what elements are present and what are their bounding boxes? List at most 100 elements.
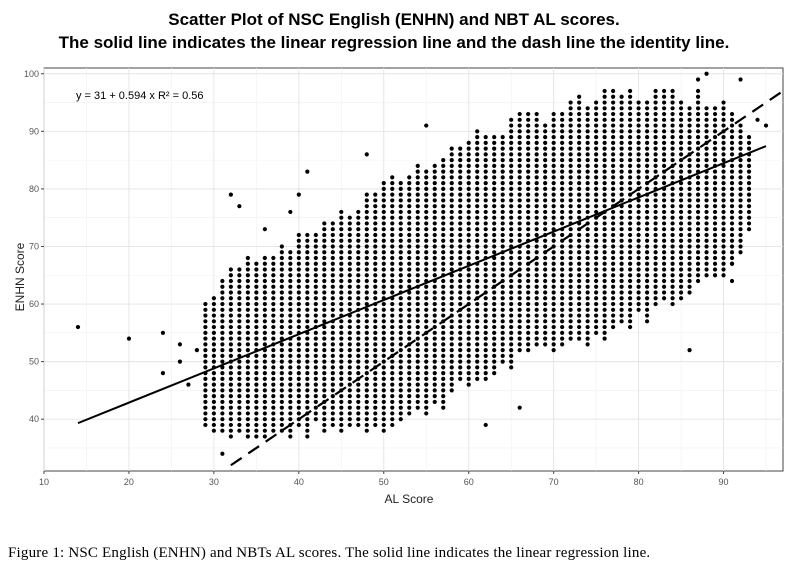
data-point (509, 152, 514, 157)
data-point (398, 405, 403, 410)
data-point (441, 250, 446, 255)
data-point (585, 129, 590, 134)
data-point (432, 376, 437, 381)
data-point (636, 106, 641, 111)
data-point (551, 330, 556, 335)
data-point (611, 152, 616, 157)
data-point (534, 267, 539, 272)
data-point (330, 244, 335, 249)
data-point (381, 192, 386, 197)
data-point (390, 417, 395, 422)
data-point (415, 215, 420, 220)
data-point (364, 330, 369, 335)
data-point (678, 106, 684, 111)
data-point (721, 175, 726, 180)
data-point (398, 348, 403, 353)
data-point (526, 134, 531, 140)
data-point (381, 428, 386, 433)
data-point (492, 296, 497, 301)
data-point (279, 273, 284, 278)
data-point (611, 307, 616, 312)
data-point (594, 100, 599, 105)
data-point (551, 301, 556, 307)
data-point (407, 186, 412, 191)
data-point (678, 232, 684, 238)
data-point (407, 192, 412, 197)
data-point (628, 94, 633, 99)
data-point (729, 117, 735, 122)
data-point (203, 313, 208, 318)
data-point (483, 192, 488, 197)
data-point (407, 313, 412, 318)
data-point (398, 371, 403, 376)
data-point (670, 111, 675, 117)
data-point (738, 238, 743, 243)
data-point (288, 278, 293, 284)
data-point (602, 301, 607, 307)
data-point (381, 278, 386, 284)
data-point (322, 296, 327, 301)
data-point (364, 250, 369, 255)
data-point (577, 100, 582, 105)
data-point (509, 324, 514, 330)
data-point (390, 307, 395, 312)
data-point (568, 324, 573, 330)
data-point (577, 192, 582, 197)
data-point (619, 163, 624, 168)
data-point (568, 140, 573, 145)
data-point (594, 244, 599, 249)
data-point (262, 290, 267, 295)
data-point (560, 301, 565, 307)
data-point (322, 319, 327, 324)
x-tick-label: 10 (39, 477, 49, 487)
data-point (449, 146, 454, 151)
data-point (483, 307, 488, 312)
data-point (653, 192, 658, 197)
data-point (177, 342, 183, 347)
data-point (381, 232, 386, 238)
data-point (458, 296, 463, 301)
data-point (721, 117, 726, 122)
data-point (560, 198, 565, 203)
data-point (432, 336, 437, 341)
data-point (356, 371, 361, 376)
data-point (594, 267, 599, 272)
data-point (687, 250, 692, 255)
data-point (611, 169, 616, 174)
data-point (220, 301, 225, 307)
data-point (424, 359, 429, 364)
data-point (245, 313, 250, 318)
data-point (534, 221, 539, 226)
data-point (492, 158, 497, 163)
data-point (356, 301, 361, 307)
data-point (526, 158, 531, 163)
data-point (678, 134, 684, 140)
data-point (254, 313, 259, 318)
data-point (432, 186, 437, 191)
data-point (279, 290, 284, 295)
data-point (449, 273, 454, 278)
data-point (373, 215, 378, 220)
data-point (594, 261, 599, 266)
data-point (526, 250, 531, 255)
data-point (500, 232, 505, 238)
data-point (288, 301, 293, 307)
data-point (712, 221, 718, 226)
data-point (568, 106, 573, 111)
data-point (619, 244, 624, 249)
data-point (560, 319, 565, 324)
data-point (313, 255, 318, 261)
data-point (551, 342, 556, 347)
data-point (296, 301, 301, 307)
data-point (356, 244, 361, 249)
data-point (500, 192, 505, 197)
data-point (441, 204, 446, 209)
data-point (577, 255, 582, 261)
data-point (390, 336, 395, 341)
data-point (364, 267, 369, 272)
data-point (364, 238, 369, 243)
data-point (245, 261, 250, 266)
data-point (466, 215, 471, 220)
data-point (364, 411, 369, 416)
data-point (356, 290, 361, 295)
